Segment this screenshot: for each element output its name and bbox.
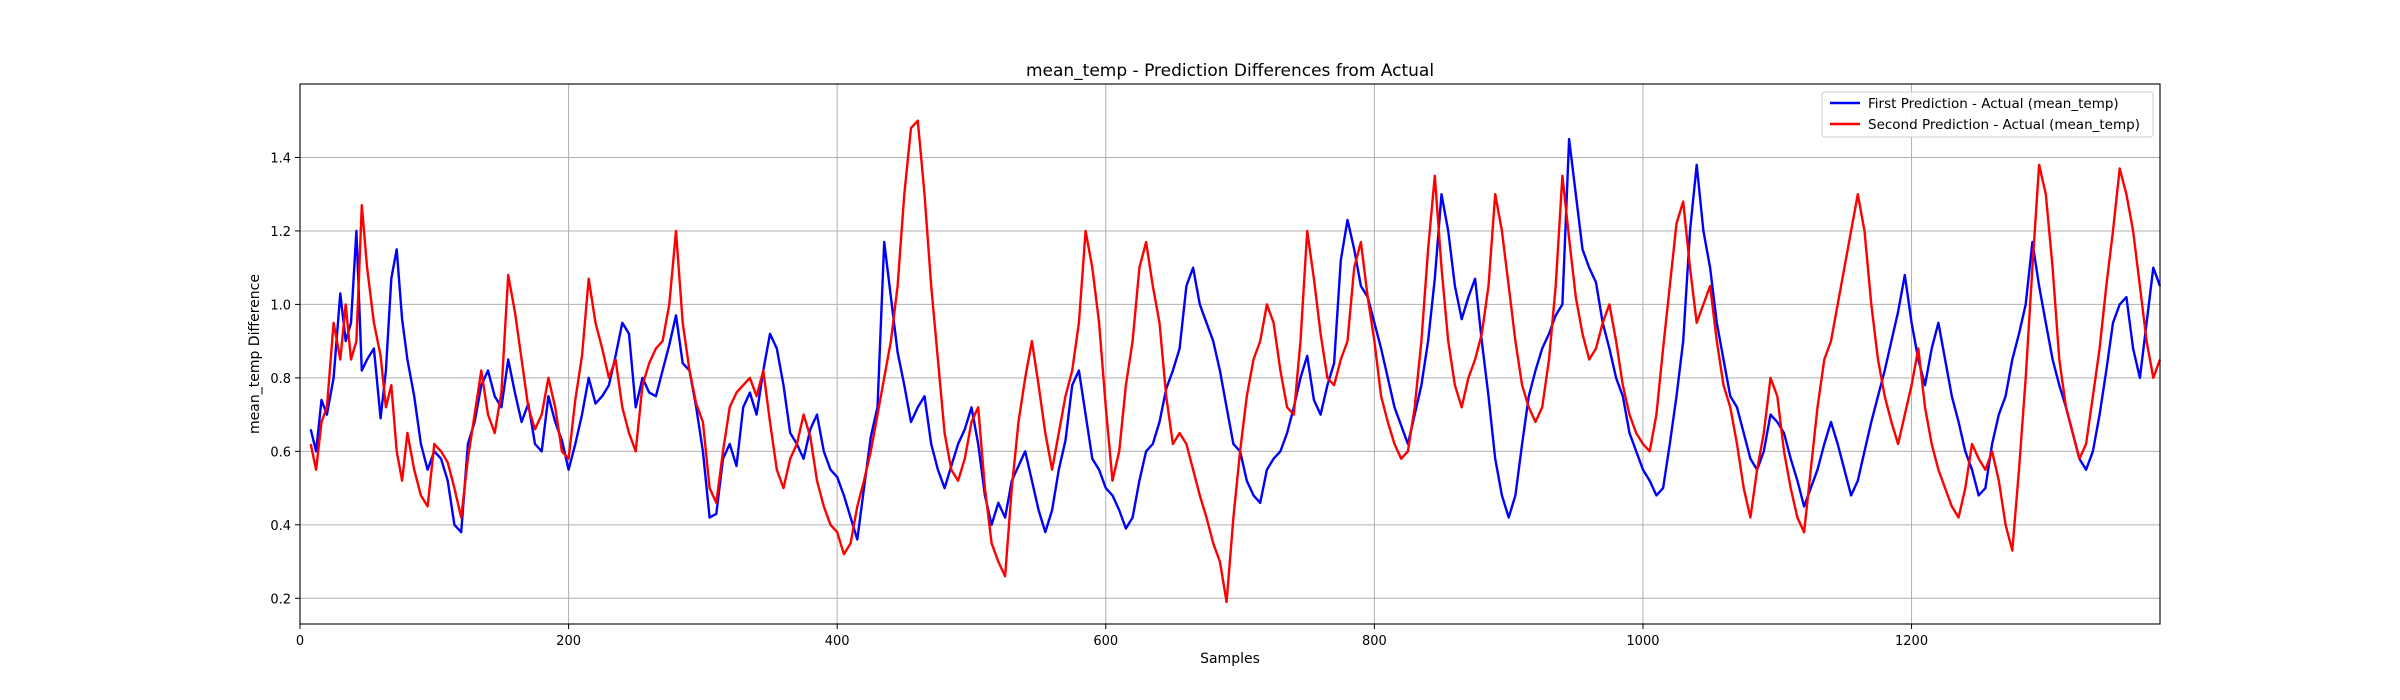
chart-title: mean_temp - Prediction Differences from …: [1026, 61, 1434, 81]
x-tick-label: 1000: [1626, 634, 1659, 649]
plot-frame: [299, 83, 2161, 625]
x-axis-label: Samples: [1200, 651, 1260, 667]
y-tick-label: 1.2: [270, 225, 291, 240]
x-tick-label: 400: [825, 634, 850, 649]
legend-box: [1821, 91, 2154, 138]
x-tick-label: 0: [296, 634, 304, 649]
y-tick-label: 0.8: [270, 372, 291, 387]
y-tick-label: 0.6: [270, 445, 291, 460]
legend-label-first: First Prediction - Actual (mean_temp): [1868, 96, 2119, 112]
x-tick-label: 800: [1362, 634, 1387, 649]
legend-label-second: Second Prediction - Actual (mean_temp): [1868, 117, 2140, 133]
x-tick-label: 200: [556, 634, 581, 649]
y-axis-label: mean_temp Difference: [247, 274, 263, 434]
y-tick-label: 0.2: [270, 592, 291, 607]
x-tick-label: 1200: [1895, 634, 1928, 649]
series-layer: [309, 119, 2162, 604]
series-second-prediction-line: [309, 119, 2162, 604]
tick-layer: 0 200 400 600 800 1000 1200 0.2 0.4 0.6 0.8 1.0 1.2 1…: [270, 151, 1928, 649]
series-first-prediction-line: [309, 137, 2162, 541]
x-tick-label: 600: [1093, 634, 1118, 649]
y-tick-label: 0.4: [270, 519, 291, 534]
legend: First Prediction - Actual (mean_temp) Se…: [1821, 91, 2154, 138]
y-tick-label: 1.4: [270, 151, 291, 166]
y-tick-label: 1.0: [270, 298, 291, 313]
grid: [299, 84, 2160, 624]
